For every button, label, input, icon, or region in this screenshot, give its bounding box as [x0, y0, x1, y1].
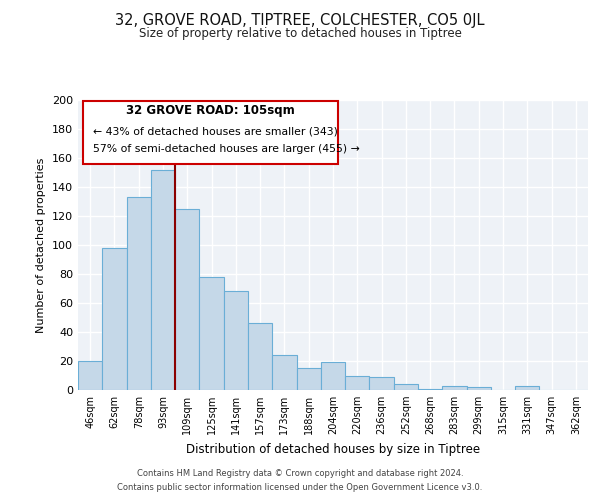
Bar — [418, 388, 442, 390]
Text: Contains public sector information licensed under the Open Government Licence v3: Contains public sector information licen… — [118, 484, 482, 492]
Bar — [199, 277, 224, 390]
FancyBboxPatch shape — [83, 102, 338, 164]
Bar — [321, 362, 345, 390]
Bar — [296, 368, 321, 390]
Bar — [78, 361, 102, 390]
Bar — [272, 355, 296, 390]
Text: 32, GROVE ROAD, TIPTREE, COLCHESTER, CO5 0JL: 32, GROVE ROAD, TIPTREE, COLCHESTER, CO5… — [115, 12, 485, 28]
Text: ← 43% of detached houses are smaller (343): ← 43% of detached houses are smaller (34… — [94, 126, 338, 136]
Bar — [224, 292, 248, 390]
Bar — [127, 197, 151, 390]
Bar — [248, 324, 272, 390]
Bar — [175, 209, 199, 390]
Text: 32 GROVE ROAD: 105sqm: 32 GROVE ROAD: 105sqm — [126, 104, 295, 118]
Text: Contains HM Land Registry data © Crown copyright and database right 2024.: Contains HM Land Registry data © Crown c… — [137, 468, 463, 477]
X-axis label: Distribution of detached houses by size in Tiptree: Distribution of detached houses by size … — [186, 442, 480, 456]
Text: Size of property relative to detached houses in Tiptree: Size of property relative to detached ho… — [139, 28, 461, 40]
Bar — [102, 248, 127, 390]
Y-axis label: Number of detached properties: Number of detached properties — [37, 158, 46, 332]
Bar — [442, 386, 467, 390]
Bar — [394, 384, 418, 390]
Bar — [515, 386, 539, 390]
Bar — [370, 377, 394, 390]
Bar — [467, 387, 491, 390]
Bar — [151, 170, 175, 390]
Text: 57% of semi-detached houses are larger (455) →: 57% of semi-detached houses are larger (… — [94, 144, 360, 154]
Bar — [345, 376, 370, 390]
